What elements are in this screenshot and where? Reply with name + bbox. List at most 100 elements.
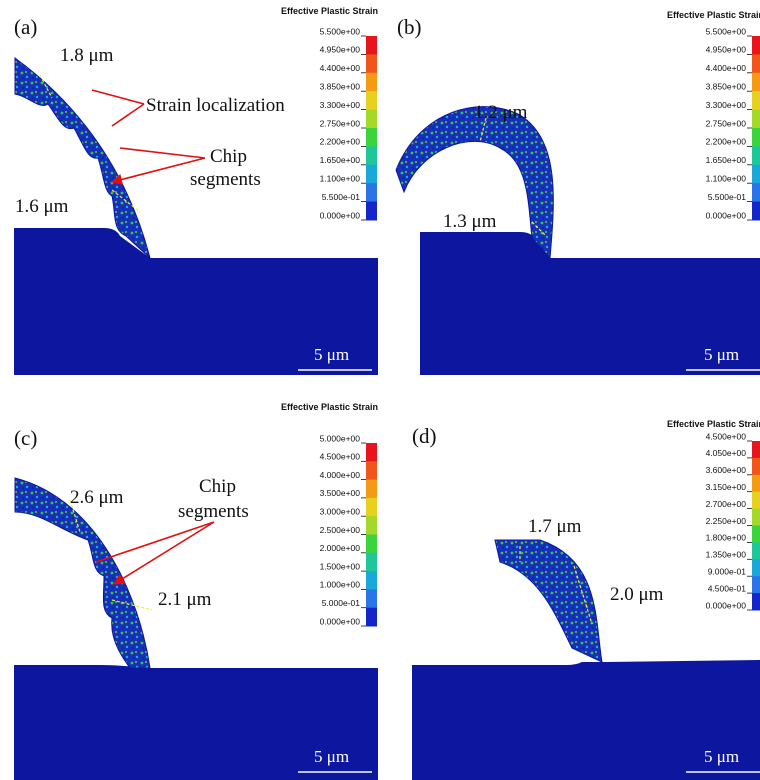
- colorbar-segment: [366, 535, 377, 554]
- colorbar-label: 2.500e+00: [320, 525, 361, 535]
- colorbar-label: 2.200e+00: [320, 137, 361, 147]
- colorbar-segment: [366, 553, 377, 572]
- colorbar-segment: [752, 128, 760, 147]
- colorbar-segment: [752, 593, 760, 610]
- colorbar-label: 4.950e+00: [706, 45, 747, 55]
- colorbar-label: 4.400e+00: [320, 63, 361, 73]
- colorbar-label: 4.400e+00: [706, 63, 747, 73]
- colorbar-segment: [366, 54, 377, 73]
- colorbar-segment: [752, 73, 760, 92]
- annotation: segments: [178, 501, 249, 522]
- colorbar-segment: [366, 110, 377, 129]
- annotation: Chip: [210, 146, 247, 167]
- annotation: 1.8 μm: [60, 45, 114, 66]
- annotation: 2.6 μm: [70, 487, 124, 508]
- colorbar-segment: [366, 443, 377, 462]
- colorbar-segment: [366, 589, 377, 608]
- colorbar-segment: [366, 498, 377, 517]
- colorbar-label: 3.850e+00: [320, 81, 361, 91]
- annotation: 1.3 μm: [443, 211, 497, 232]
- colorbar-label: 3.300e+00: [320, 100, 361, 110]
- panel-label: (a): [14, 15, 37, 39]
- annotation: 1.2 μm: [474, 102, 528, 123]
- figure: (a) 1.8 μm Strain localization Chip segm…: [0, 0, 760, 780]
- panel-label: (b): [397, 15, 422, 39]
- annotation: Chip: [199, 476, 236, 497]
- colorbar-label: 2.700e+00: [706, 499, 747, 509]
- colorbar-segment: [366, 91, 377, 110]
- colorbar-label: 1.800e+00: [706, 533, 747, 543]
- scale-bar-label: 5 μm: [314, 747, 349, 766]
- colorbar-label: 5.500e+00: [706, 26, 747, 36]
- colorbar-label: 2.250e+00: [706, 516, 747, 526]
- colorbar-segment: [752, 36, 760, 55]
- colorbar-label: 1.100e+00: [320, 173, 361, 183]
- colorbar-label: 1.650e+00: [320, 155, 361, 165]
- panel-label: (c): [14, 426, 37, 450]
- colorbar-label: 4.000e+00: [320, 470, 361, 480]
- colorbar-label: 1.500e+00: [320, 561, 361, 571]
- colorbar-segment: [366, 608, 377, 627]
- colorbar-label: 4.500e-01: [708, 583, 747, 593]
- colorbar-label: 9.000e-01: [708, 566, 747, 576]
- colorbar-label: 1.000e+00: [320, 580, 361, 590]
- colorbar-segment: [366, 461, 377, 480]
- colorbar-label: 3.600e+00: [706, 465, 747, 475]
- colorbar-segment: [752, 54, 760, 73]
- colorbar-segment: [752, 202, 760, 221]
- colorbar-label: 3.000e+00: [320, 506, 361, 516]
- colorbar-segment: [366, 183, 377, 202]
- colorbar-segment: [366, 165, 377, 184]
- colorbar-segment: [752, 576, 760, 593]
- colorbar-title: Effective Plastic Strain: [281, 6, 378, 16]
- scale-bar-label: 5 μm: [704, 345, 739, 364]
- chip: [495, 540, 602, 662]
- colorbar-segment: [366, 146, 377, 165]
- colorbar-segment: [366, 516, 377, 535]
- colorbar-segment: [752, 110, 760, 129]
- colorbar-segment: [752, 183, 760, 202]
- colorbar-label: 4.500e+00: [320, 452, 361, 462]
- colorbar-label: 0.000e+00: [706, 210, 747, 220]
- colorbar-segment: [752, 542, 760, 559]
- colorbar-label: 1.650e+00: [706, 155, 747, 165]
- colorbar-segment: [366, 480, 377, 499]
- colorbar-label: 1.100e+00: [706, 173, 747, 183]
- colorbar-label: 3.850e+00: [706, 81, 747, 91]
- colorbar-label: 5.500e+00: [320, 26, 361, 36]
- colorbar-segment: [752, 91, 760, 110]
- scale-bar-label: 5 μm: [704, 747, 739, 766]
- colorbar-label: 3.300e+00: [706, 100, 747, 110]
- colorbar-title: Effective Plastic Strain: [667, 419, 760, 429]
- annotation: 1.6 μm: [15, 196, 69, 217]
- annotation: Strain localization: [146, 95, 285, 116]
- colorbar-segment: [752, 475, 760, 492]
- colorbar-label: 4.500e+00: [706, 431, 747, 441]
- colorbar-label: 2.000e+00: [320, 543, 361, 553]
- colorbar-label: 5.500e-01: [708, 192, 747, 202]
- annotation: 1.7 μm: [528, 516, 582, 537]
- annotation: 2.0 μm: [610, 584, 664, 605]
- colorbar-segment: [366, 571, 377, 590]
- colorbar-segment: [752, 146, 760, 165]
- panel-label: (d): [412, 424, 437, 448]
- colorbar-segment: [752, 441, 760, 458]
- colorbar-segment: [752, 165, 760, 184]
- colorbar-segment: [752, 492, 760, 509]
- colorbar-segment: [752, 559, 760, 576]
- colorbar-segment: [366, 202, 377, 221]
- annotation: 2.1 μm: [158, 589, 212, 610]
- colorbar-title: Effective Plastic Strain: [281, 402, 378, 412]
- colorbar-segment: [366, 128, 377, 147]
- colorbar-label: 4.950e+00: [320, 45, 361, 55]
- colorbar-label: 3.500e+00: [320, 488, 361, 498]
- colorbar-label: 1.350e+00: [706, 550, 747, 560]
- colorbar-label: 0.000e+00: [706, 600, 747, 610]
- colorbar-label: 5.000e-01: [322, 598, 361, 608]
- colorbar-segment: [366, 36, 377, 55]
- colorbar-segment: [366, 73, 377, 92]
- colorbar-label: 0.000e+00: [320, 616, 361, 626]
- colorbar-label: 5.500e-01: [322, 192, 361, 202]
- colorbar-label: 2.200e+00: [706, 137, 747, 147]
- colorbar-segment: [752, 458, 760, 475]
